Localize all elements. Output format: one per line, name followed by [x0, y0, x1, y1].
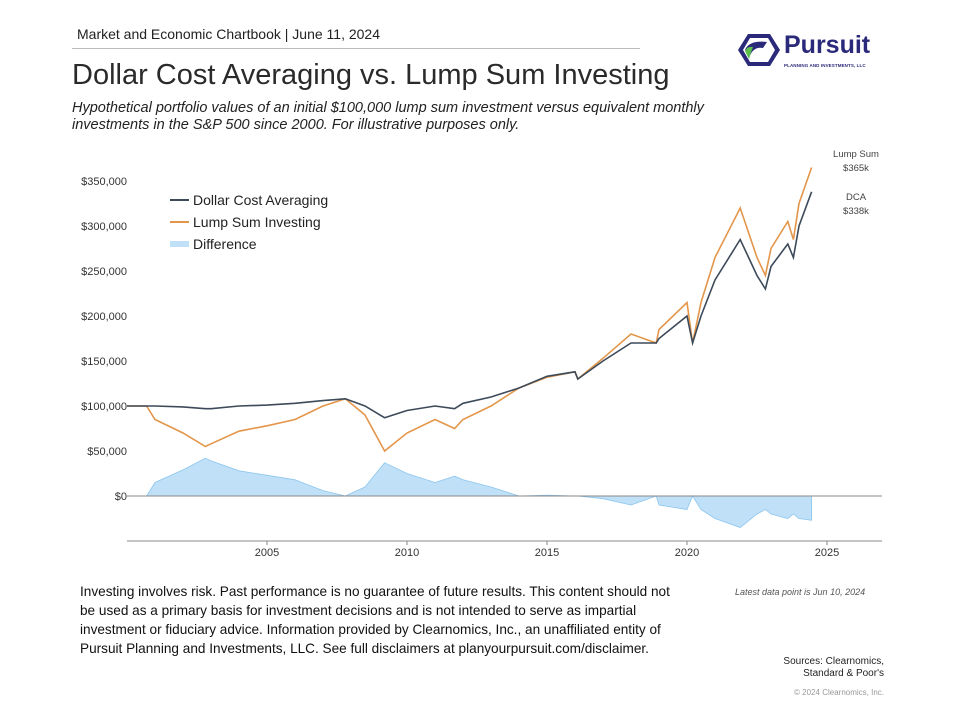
y-tick-label: $150,000 [81, 356, 127, 368]
disclaimer: Investing involves risk. Past performanc… [80, 584, 670, 656]
y-tick-label: $0 [115, 491, 127, 503]
y-tick-label: $50,000 [87, 446, 127, 458]
legend-swatch [170, 241, 189, 247]
lump-sum-line [127, 167, 813, 453]
x-tick-label: 2025 [815, 547, 839, 559]
sources-line2: Standard & Poor's [803, 668, 884, 679]
x-tick-label: 2015 [535, 547, 559, 559]
end-label-value: $365k [843, 163, 869, 174]
chartbook-header: Market and Economic Chartbook | June 11,… [77, 26, 380, 42]
sources: Sources: Clearnomics, Standard & Poor's [744, 656, 884, 680]
x-tick-label: 2005 [255, 547, 279, 559]
x-tick-label: 2020 [675, 547, 699, 559]
logo-tagline: PLANNING AND INVESTMENTS, LLC [784, 63, 866, 68]
y-tick-label: $350,000 [81, 176, 127, 188]
copyright: © 2024 Clearnomics, Inc. [794, 688, 884, 697]
legend-label: Lump Sum Investing [193, 214, 321, 230]
page-title: Dollar Cost Averaging vs. Lump Sum Inves… [72, 59, 670, 91]
legend-label: Difference [193, 236, 257, 252]
difference-area [127, 457, 812, 528]
sources-line1: Sources: Clearnomics, [783, 656, 884, 667]
x-tick-label: 2010 [395, 547, 419, 559]
header-divider [72, 48, 640, 49]
legend-label: Dollar Cost Averaging [193, 192, 328, 208]
y-tick-label: $200,000 [81, 311, 127, 323]
hexagon-logo-icon [738, 33, 780, 66]
end-label-name: Lump Sum [833, 149, 879, 160]
subtitle: Hypothetical portfolio values of an init… [72, 100, 704, 133]
pursuit-logo: Pursuit PLANNING AND INVESTMENTS, LLC [737, 30, 870, 69]
y-tick-label: $300,000 [81, 221, 127, 233]
logo-name: Pursuit [784, 31, 871, 59]
y-tick-label: $250,000 [81, 266, 127, 278]
latest-data-note: Latest data point is Jun 10, 2024 [735, 587, 866, 597]
end-label-name: DCA [846, 192, 867, 203]
y-tick-label: $100,000 [81, 401, 127, 413]
end-label-value: $338k [843, 206, 869, 217]
dca-line [127, 191, 813, 419]
